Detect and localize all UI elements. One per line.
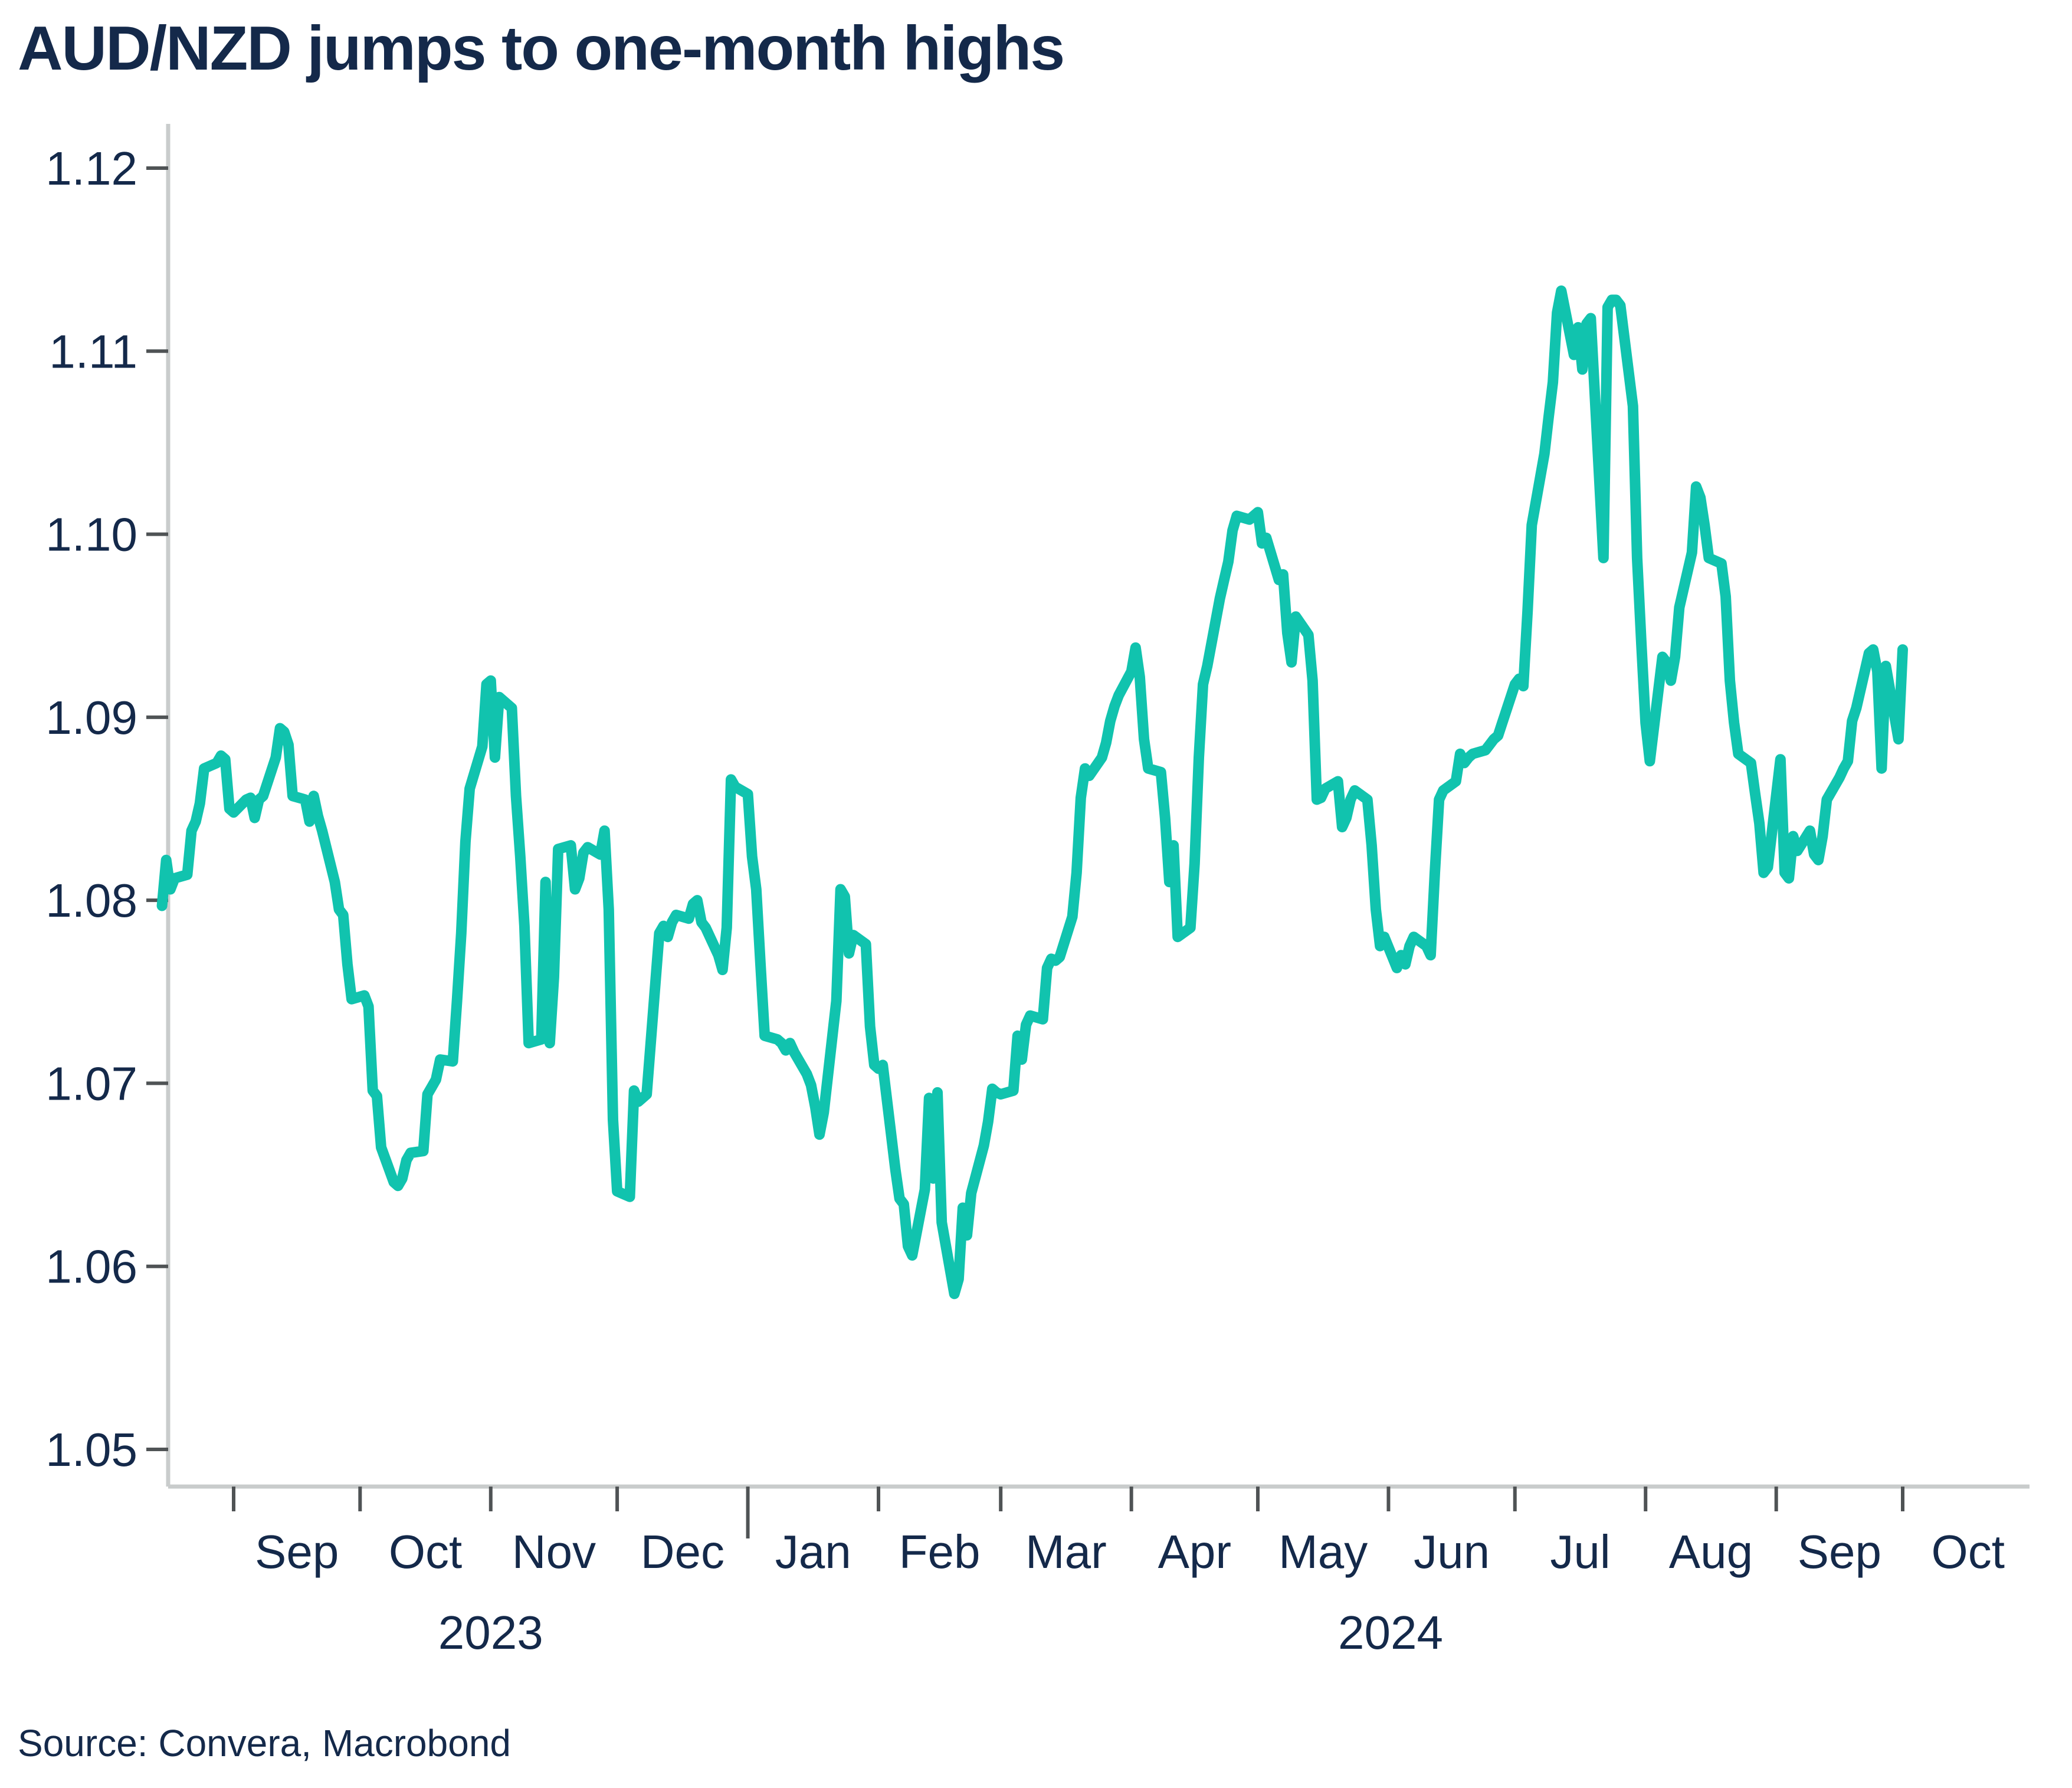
y-tick-label: 1.10 xyxy=(45,508,137,561)
source-attribution: Source: Convera, Macrobond xyxy=(18,1722,511,1764)
x-tick-label-year: 2024 xyxy=(1338,1606,1443,1659)
x-tick-label-month: Aug xyxy=(1669,1525,1753,1578)
x-tick-label-month: Nov xyxy=(512,1525,596,1578)
x-tick-label-month: Feb xyxy=(899,1525,981,1578)
y-tick-label: 1.11 xyxy=(49,325,137,378)
x-tick-label-month: Sep xyxy=(255,1525,339,1578)
y-tick-label: 1.05 xyxy=(45,1423,137,1476)
y-tick-label: 1.07 xyxy=(45,1057,137,1110)
x-tick-label-month: Apr xyxy=(1158,1525,1232,1578)
x-tick-label-month: Mar xyxy=(1025,1525,1107,1578)
x-tick-label-month: Oct xyxy=(389,1525,462,1578)
y-tick-label: 1.09 xyxy=(45,691,137,744)
page-title: AUD/NZD jumps to one-month highs xyxy=(18,14,1065,83)
x-tick-label-year: 2023 xyxy=(438,1606,543,1659)
y-tick-label: 1.06 xyxy=(45,1241,137,1293)
x-tick-label-month: Oct xyxy=(1932,1525,2005,1578)
y-tick-label: 1.08 xyxy=(45,874,137,927)
x-tick-label-month: Sep xyxy=(1798,1525,1881,1578)
price-line-aud-nzd xyxy=(156,285,1908,1300)
x-tick-label-month: Jun xyxy=(1414,1525,1490,1578)
x-tick-label-month: Dec xyxy=(641,1525,724,1578)
x-tick-label-month: Jul xyxy=(1550,1525,1610,1578)
x-tick-label-month: Jan xyxy=(775,1525,851,1578)
x-tick-label-month: May xyxy=(1278,1525,1368,1578)
y-tick-label: 1.12 xyxy=(45,142,137,195)
